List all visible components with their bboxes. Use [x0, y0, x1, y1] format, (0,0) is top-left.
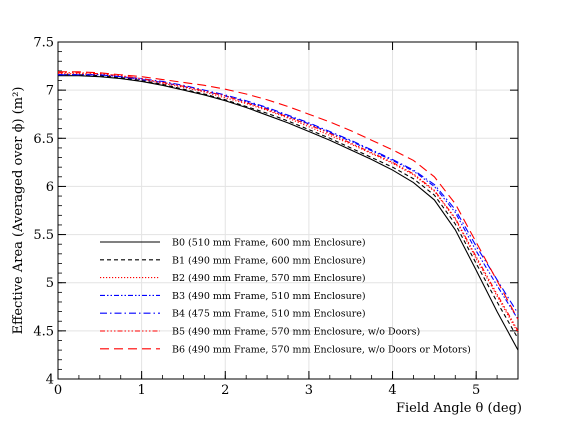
x-axis-label: Field Angle θ (deg)	[396, 401, 522, 416]
y-tick-label: 4.5	[33, 324, 54, 339]
y-tick-label: 6	[46, 180, 54, 195]
legend-label: B1 (490 mm Frame, 600 mm Enclosure)	[172, 255, 366, 266]
series-line-3	[58, 74, 519, 320]
axis-ticks	[57, 41, 519, 380]
legend-label: B5 (490 mm Frame, 570 mm Enclosure, w/o …	[172, 327, 420, 338]
legend-label: B4 (475 mm Frame, 510 mm Enclosure)	[172, 309, 366, 320]
y-tick-labels: 4 4.5 5 5.5 6 6.5 7 7.5	[33, 36, 54, 388]
legend: B0 (510 mm Frame, 600 mm Enclosure) B1 (4…	[100, 238, 471, 355]
y-tick-label: 5	[46, 276, 54, 291]
series-lines	[58, 71, 519, 351]
x-tick-label: 5	[472, 383, 480, 398]
y-axis-label: Effective Area (Averaged over ϕ) (m²)	[11, 87, 26, 335]
x-tick-labels: 0 1 2 3 4 5	[54, 383, 480, 398]
y-tick-label: 4	[46, 373, 54, 388]
y-tick-label: 5.5	[33, 228, 54, 243]
series-line-6	[58, 71, 519, 320]
series-line-2	[58, 73, 519, 334]
legend-label: B3 (490 mm Frame, 510 mm Enclosure)	[172, 291, 366, 302]
legend-label: B2 (490 mm Frame, 570 mm Enclosure)	[172, 273, 366, 284]
x-tick-label: 4	[388, 383, 396, 398]
x-tick-label: 2	[221, 383, 229, 398]
y-tick-label: 7	[46, 84, 54, 99]
series-line-5	[58, 72, 519, 332]
x-tick-label: 0	[54, 383, 62, 398]
y-tick-label: 6.5	[33, 132, 54, 147]
legend-label: B6 (490 mm Frame, 570 mm Enclosure, w/o …	[172, 344, 471, 355]
y-tick-label: 7.5	[33, 36, 54, 51]
legend-label: B0 (510 mm Frame, 600 mm Enclosure)	[172, 238, 366, 249]
x-tick-label: 1	[137, 383, 145, 398]
series-line-4	[58, 74, 519, 314]
series-line-0	[58, 75, 519, 351]
x-tick-label: 3	[305, 383, 313, 398]
